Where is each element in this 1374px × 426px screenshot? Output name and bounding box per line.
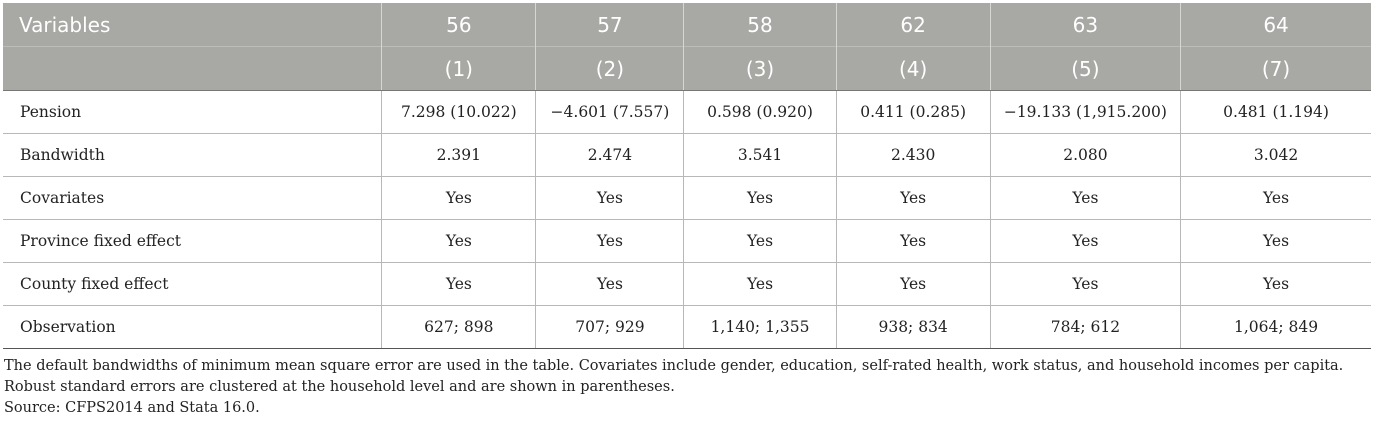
header-cell-model: (5)	[989, 46, 1181, 91]
header-cell-model: (3)	[683, 46, 837, 91]
table-cell: 2.474	[535, 133, 684, 177]
table-cell: 707; 929	[535, 305, 684, 349]
table-cell: 3.042	[1180, 133, 1371, 177]
table-cell: 0.411 (0.285)	[835, 90, 991, 134]
table-cell: 2.080	[989, 133, 1181, 177]
table-cell: Yes	[989, 176, 1181, 220]
table-row-observation: Observation 627; 898 707; 929 1,140; 1,3…	[3, 305, 1371, 349]
header-cell-model: (1)	[381, 46, 536, 91]
table-cell: 627; 898	[381, 305, 536, 349]
row-label: Province fixed effect	[3, 219, 382, 263]
header-cell-variables: Variables	[3, 3, 382, 47]
table-cell: Yes	[683, 262, 837, 306]
header-cell-model: (4)	[835, 46, 991, 91]
table-row-bandwidth: Bandwidth 2.391 2.474 3.541 2.430 2.080 …	[3, 133, 1371, 177]
table-cell: 3.541	[683, 133, 837, 177]
header-cell-age: 64	[1180, 3, 1371, 47]
header-cell-empty	[3, 46, 382, 91]
table-cell: Yes	[989, 219, 1181, 263]
table-cell: Yes	[1180, 219, 1371, 263]
header-cell-model: (7)	[1180, 46, 1371, 91]
header-cell-age: 58	[683, 3, 837, 47]
table-cell: 2.430	[835, 133, 991, 177]
row-label: Covariates	[3, 176, 382, 220]
row-label: Pension	[3, 90, 382, 134]
table-cell: 7.298 (10.022)	[381, 90, 536, 134]
header-cell-model: (2)	[535, 46, 684, 91]
row-label: Observation	[3, 305, 382, 349]
table-cell: Yes	[381, 262, 536, 306]
table-cell: Yes	[683, 176, 837, 220]
table-cell: Yes	[381, 219, 536, 263]
table-body: Pension 7.298 (10.022) −4.601 (7.557) 0.…	[3, 90, 1371, 349]
table-cell: 938; 834	[835, 305, 991, 349]
header-cell-age: 56	[381, 3, 536, 47]
table-header: Variables 56 57 58 62 63 64 (1) (2) (3) …	[3, 3, 1371, 91]
table-cell: Yes	[381, 176, 536, 220]
table-cell: Yes	[1180, 176, 1371, 220]
table-row-pension: Pension 7.298 (10.022) −4.601 (7.557) 0.…	[3, 90, 1371, 134]
table-row-county-fixed-effect: County fixed effect Yes Yes Yes Yes Yes …	[3, 262, 1371, 306]
table-cell: 1,140; 1,355	[683, 305, 837, 349]
row-label: Bandwidth	[3, 133, 382, 177]
table-cell: Yes	[835, 262, 991, 306]
table-cell: 0.481 (1.194)	[1180, 90, 1371, 134]
table-cell: Yes	[989, 262, 1181, 306]
header-row-ages: Variables 56 57 58 62 63 64	[3, 3, 1371, 47]
table-source: Source: CFPS2014 and Stata 16.0.	[4, 400, 260, 416]
table-cell: −19.133 (1,915.200)	[989, 90, 1181, 134]
table-cell: Yes	[535, 262, 684, 306]
table-cell: 2.391	[381, 133, 536, 177]
row-label: County fixed effect	[3, 262, 382, 306]
table-cell: 784; 612	[989, 305, 1181, 349]
table-cell: Yes	[1180, 262, 1371, 306]
table-notes: The default bandwidths of minimum mean s…	[4, 356, 1370, 419]
table-cell: Yes	[835, 219, 991, 263]
table-footnote: The default bandwidths of minimum mean s…	[4, 358, 1344, 395]
table-cell: 0.598 (0.920)	[683, 90, 837, 134]
header-cell-age: 57	[535, 3, 684, 47]
table-cell: Yes	[835, 176, 991, 220]
table-row-covariates: Covariates Yes Yes Yes Yes Yes Yes	[3, 176, 1371, 220]
table-cell: Yes	[683, 219, 837, 263]
results-table: Variables 56 57 58 62 63 64 (1) (2) (3) …	[3, 3, 1371, 349]
table-cell: −4.601 (7.557)	[535, 90, 684, 134]
header-row-model-numbers: (1) (2) (3) (4) (5) (7)	[3, 46, 1371, 91]
table-cell: Yes	[535, 219, 684, 263]
header-cell-age: 62	[835, 3, 991, 47]
table-cell: Yes	[535, 176, 684, 220]
header-cell-age: 63	[989, 3, 1181, 47]
table-cell: 1,064; 849	[1180, 305, 1371, 349]
table-row-province-fixed-effect: Province fixed effect Yes Yes Yes Yes Ye…	[3, 219, 1371, 263]
